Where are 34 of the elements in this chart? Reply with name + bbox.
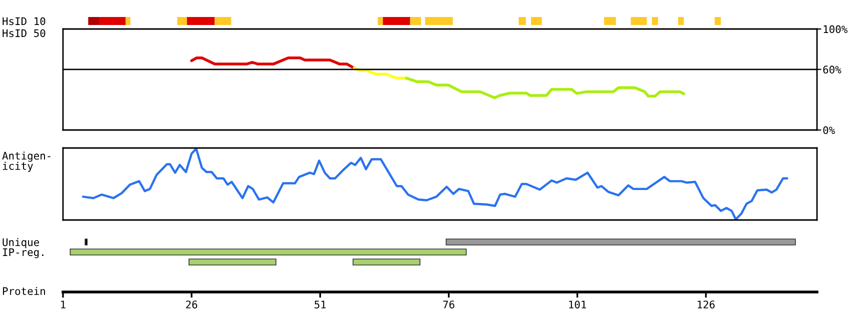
- x-tick-label: 51: [314, 300, 326, 308]
- line-series: [190, 56, 356, 70]
- bar: [652, 17, 658, 25]
- x-tick-label: 76: [443, 300, 454, 308]
- bar: [99, 17, 126, 25]
- x-tick-label: 101: [569, 300, 586, 308]
- bar: [186, 17, 215, 25]
- bar: [382, 17, 410, 25]
- bar: [630, 17, 647, 25]
- x-tick-label: 1: [61, 300, 66, 308]
- bar: [126, 17, 130, 25]
- y-axis-title: Antigen- icity: [2, 152, 50, 172]
- y-tick-label: Unique: [2, 238, 40, 248]
- y-tick-label: IP-reg.: [3, 248, 44, 258]
- y-tick-label: 60%: [823, 66, 842, 74]
- y-axis-title: HsID 50: [2, 29, 46, 38]
- bar: [678, 17, 684, 25]
- bar: [531, 17, 542, 25]
- bar: [714, 17, 721, 25]
- bar: [177, 17, 187, 25]
- bar: [425, 17, 453, 25]
- x-axis-title: Protein: [3, 286, 45, 296]
- y-tick-label: 0%: [823, 126, 835, 134]
- bar: [378, 17, 383, 25]
- x-tick-label: 126: [698, 300, 715, 308]
- bar: [410, 17, 421, 25]
- bar: [88, 17, 100, 25]
- bar: [604, 17, 616, 25]
- bar: [214, 17, 232, 25]
- y-tick-label: HsID 10: [2, 17, 46, 26]
- line-series: [405, 76, 686, 100]
- bar: [518, 17, 526, 25]
- x-tick-label: 26: [186, 300, 198, 308]
- y-tick-label: 100%: [824, 25, 848, 34]
